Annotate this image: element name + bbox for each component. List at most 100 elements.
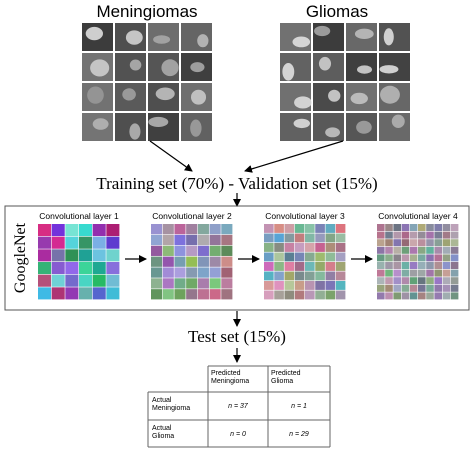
arrow <box>149 140 193 172</box>
filter-tile <box>409 231 418 239</box>
filter-tile <box>79 287 93 300</box>
filter-tile <box>393 246 401 254</box>
filter-tile <box>442 277 451 285</box>
filter-tile <box>409 292 418 300</box>
filter-tile <box>335 290 346 300</box>
filter-tile <box>38 287 52 300</box>
filter-tile <box>284 281 295 290</box>
filter-tile <box>442 254 451 262</box>
filter-tile <box>162 234 174 246</box>
filter-tile <box>418 277 426 285</box>
filter-tile <box>305 290 315 300</box>
filter-tile <box>162 289 174 300</box>
filter-tile <box>325 243 336 252</box>
filter-tile <box>197 234 209 246</box>
filter-tile <box>335 281 346 290</box>
mri-region <box>350 92 368 105</box>
filter-tile <box>393 239 401 247</box>
filter-tile <box>434 254 442 262</box>
filter-tile <box>385 224 393 231</box>
filter-tile <box>305 281 315 290</box>
filter-tile <box>393 277 401 285</box>
filter-tile <box>385 284 393 292</box>
count-cell: n = 0 <box>230 431 246 438</box>
mri-region <box>354 28 374 40</box>
filter-tile <box>79 262 93 275</box>
filter-tile <box>434 269 442 277</box>
filter-tile <box>106 287 120 300</box>
filter-tile <box>294 281 305 290</box>
filter-tile <box>409 254 418 262</box>
filter-tile <box>434 239 442 247</box>
confusion-table: Predicted Meningioma Predicted Glioma Actual… <box>147 365 331 448</box>
filter-tile <box>174 245 186 256</box>
filter-tile <box>377 231 385 239</box>
filter-tile <box>409 239 418 247</box>
filter-tile <box>65 224 79 237</box>
filter-tile <box>450 284 459 292</box>
filter-tile <box>151 245 163 256</box>
filter-tile <box>51 224 65 237</box>
filter-tile <box>442 262 451 269</box>
filter-tile <box>197 267 209 278</box>
mri-region <box>161 59 179 77</box>
filter-tile <box>442 284 451 292</box>
filter-tile <box>426 284 434 292</box>
filter-tile <box>418 284 426 292</box>
filter-tile <box>274 271 284 281</box>
filter-tile <box>186 234 198 246</box>
filter-tile <box>450 262 459 269</box>
filter-tile <box>418 269 426 277</box>
filter-tile <box>92 274 106 287</box>
filter-tile <box>51 287 65 300</box>
network-name: GoogleNet <box>12 222 29 293</box>
filter-tile <box>426 262 434 269</box>
filter-tile <box>284 243 295 252</box>
filter-tile <box>434 262 442 269</box>
filter-tile <box>442 246 451 254</box>
header-cell: Predicted Glioma <box>271 370 301 385</box>
filter-tile <box>418 246 426 254</box>
filter-tile <box>209 224 221 235</box>
filter-tile <box>264 233 274 243</box>
filter-tile <box>426 224 434 231</box>
filter-tile <box>401 269 410 277</box>
mri-region <box>379 65 399 74</box>
filter-tile <box>409 284 418 292</box>
filter-tile <box>385 277 393 285</box>
filter-tile <box>325 262 336 271</box>
mri-region <box>148 116 169 128</box>
mri-region <box>85 26 103 41</box>
filter-tile <box>294 271 305 281</box>
header-cell: Predicted Meningioma <box>211 370 249 385</box>
filter-tile <box>377 239 385 247</box>
filter-tile <box>274 281 284 290</box>
filter-tile <box>106 249 120 262</box>
filter-tile <box>442 292 451 300</box>
filter-tile <box>162 245 174 256</box>
mri-region <box>318 56 332 71</box>
filter-tile <box>442 239 451 247</box>
filter-tile <box>197 224 209 235</box>
filter-tile <box>79 274 93 287</box>
filter-tile <box>197 256 209 267</box>
mri-region <box>357 65 373 74</box>
mri-region <box>129 123 141 140</box>
filter-tile <box>409 262 418 269</box>
filter-tile <box>401 277 410 285</box>
filter-tile <box>305 262 315 271</box>
mri-region <box>87 86 104 104</box>
filter-tile <box>393 262 401 269</box>
layers: Convolutional layer 1 Convolutional layer… <box>38 211 459 300</box>
filter-tile <box>385 269 393 277</box>
filter-tile <box>401 246 410 254</box>
filter-tile <box>418 262 426 269</box>
filter-tile <box>151 234 163 246</box>
filter-tile <box>92 287 106 300</box>
filter-tile <box>426 231 434 239</box>
filter-tile <box>284 224 295 233</box>
filter-tile <box>385 246 393 254</box>
layer-label: Convolutional layer 2 <box>152 211 232 221</box>
filter-tile <box>284 262 295 271</box>
